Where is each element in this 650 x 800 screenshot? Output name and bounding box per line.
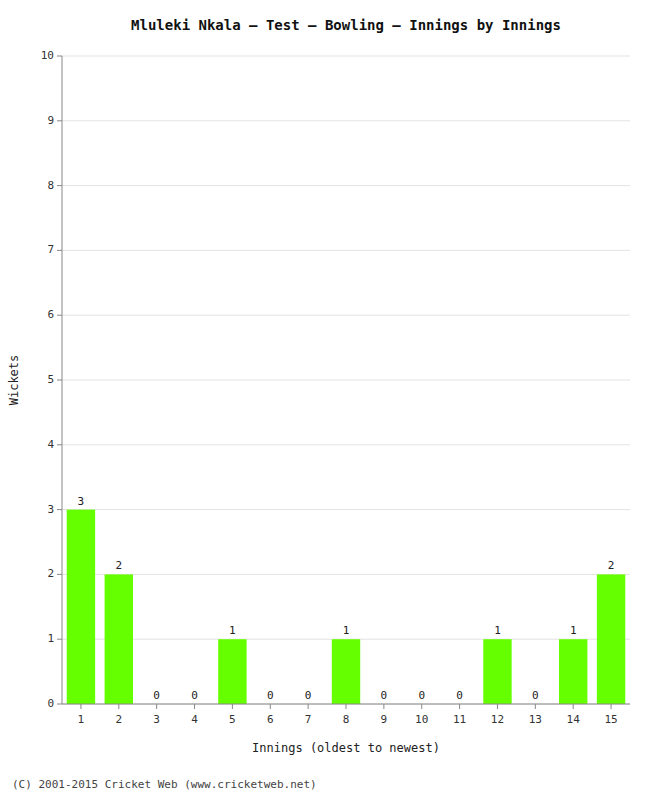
grid-line bbox=[62, 56, 630, 57]
x-tick-label: 15 bbox=[604, 713, 617, 726]
data-labels: 3 2 0 0 1 0 0 1 0 0 0 1 0 1 2 bbox=[78, 495, 615, 702]
data-label: 1 bbox=[229, 624, 236, 637]
x-tick bbox=[270, 704, 271, 709]
y-tick bbox=[57, 250, 62, 251]
y-axis-label: Wickets bbox=[7, 355, 21, 406]
y-tick-label: 3 bbox=[47, 503, 54, 516]
y-tick-label: 7 bbox=[47, 243, 54, 256]
y-tick-label: 9 bbox=[47, 114, 54, 127]
x-tick bbox=[118, 704, 119, 709]
x-tick bbox=[308, 704, 309, 709]
y-tick bbox=[57, 704, 62, 705]
x-tick bbox=[459, 704, 460, 709]
x-tick bbox=[80, 704, 81, 709]
data-label: 0 bbox=[153, 689, 160, 702]
data-label: 1 bbox=[494, 624, 501, 637]
data-label: 0 bbox=[381, 689, 388, 702]
x-tick bbox=[232, 704, 233, 709]
y-tick-label: 1 bbox=[47, 632, 54, 645]
grid-line bbox=[62, 315, 630, 316]
y-axis: 0 1 2 3 4 5 6 7 8 9 10 bbox=[41, 49, 62, 710]
data-label: 2 bbox=[115, 559, 122, 572]
chart-container: 0123456789103200100100010121234567891011… bbox=[0, 0, 650, 800]
y-tick bbox=[57, 574, 62, 575]
y-tick-label: 5 bbox=[47, 373, 54, 386]
bar bbox=[105, 574, 133, 704]
x-tick-label: 6 bbox=[267, 713, 274, 726]
x-tick-label: 14 bbox=[567, 713, 581, 726]
y-tick bbox=[57, 444, 62, 445]
data-label: 3 bbox=[78, 495, 85, 508]
title: Mluleki Nkala – Test – Bowling – Innings… bbox=[131, 17, 561, 33]
data-label: 0 bbox=[418, 689, 425, 702]
x-axis-label: Innings (oldest to newest) bbox=[252, 741, 440, 755]
grid-line bbox=[62, 574, 630, 575]
data-label: 1 bbox=[570, 624, 577, 637]
y-tick bbox=[57, 185, 62, 186]
y-tick bbox=[57, 120, 62, 121]
footer: (C) 2001-2015 Cricket Web (www.cricketwe… bbox=[12, 778, 317, 791]
data-label: 1 bbox=[343, 624, 350, 637]
data-label: 0 bbox=[456, 689, 463, 702]
x-tick-label: 12 bbox=[491, 713, 504, 726]
x-tick-label: 8 bbox=[343, 713, 350, 726]
y-tick-label: 6 bbox=[47, 308, 54, 321]
x-tick bbox=[346, 704, 347, 709]
x-tick bbox=[156, 704, 157, 709]
x-axis: 123456789101112131415 bbox=[78, 704, 618, 726]
x-tick bbox=[194, 704, 195, 709]
grid-line bbox=[62, 509, 630, 510]
y-tick bbox=[57, 56, 62, 57]
grid-line bbox=[62, 185, 630, 186]
x-tick-label: 4 bbox=[191, 713, 198, 726]
y-tick bbox=[57, 639, 62, 640]
grid-line bbox=[62, 120, 630, 121]
data-label: 0 bbox=[532, 689, 539, 702]
y-tick-label: 0 bbox=[47, 697, 54, 710]
y-tick bbox=[57, 380, 62, 381]
bars bbox=[67, 510, 626, 704]
data-label: 2 bbox=[608, 559, 615, 572]
y-tick bbox=[57, 509, 62, 510]
bar bbox=[483, 639, 511, 704]
grid-line bbox=[62, 380, 630, 381]
y-tick-label: 2 bbox=[47, 567, 54, 580]
y-tick-label: 4 bbox=[47, 438, 54, 451]
x-tick bbox=[573, 704, 574, 709]
bar bbox=[559, 639, 587, 704]
x-tick-label: 11 bbox=[453, 713, 466, 726]
x-tick bbox=[421, 704, 422, 709]
data-label: 0 bbox=[267, 689, 274, 702]
y-tick-label: 10 bbox=[41, 49, 54, 62]
x-tick-label: 2 bbox=[115, 713, 122, 726]
chart: 0123456789103200100100010121234567891011… bbox=[0, 0, 650, 800]
x-tick bbox=[535, 704, 536, 709]
x-tick-label: 13 bbox=[529, 713, 542, 726]
bar bbox=[332, 639, 360, 704]
x-tick bbox=[611, 704, 612, 709]
x-tick-label: 10 bbox=[415, 713, 428, 726]
bar bbox=[218, 639, 246, 704]
x-tick-label: 5 bbox=[229, 713, 236, 726]
grid-line bbox=[62, 250, 630, 251]
x-tick bbox=[383, 704, 384, 709]
x-tick-label: 9 bbox=[381, 713, 388, 726]
y-axis-line bbox=[62, 56, 63, 704]
y-tick-label: 8 bbox=[47, 179, 54, 192]
background bbox=[0, 0, 650, 800]
x-tick-label: 3 bbox=[153, 713, 160, 726]
data-label: 0 bbox=[191, 689, 198, 702]
grid-line bbox=[62, 444, 630, 445]
x-tick-label: 1 bbox=[78, 713, 85, 726]
x-tick-label: 7 bbox=[305, 713, 312, 726]
x-tick bbox=[497, 704, 498, 709]
bar bbox=[67, 510, 95, 704]
grid bbox=[62, 56, 630, 704]
data-label: 0 bbox=[305, 689, 312, 702]
y-tick bbox=[57, 315, 62, 316]
bar bbox=[597, 574, 625, 704]
